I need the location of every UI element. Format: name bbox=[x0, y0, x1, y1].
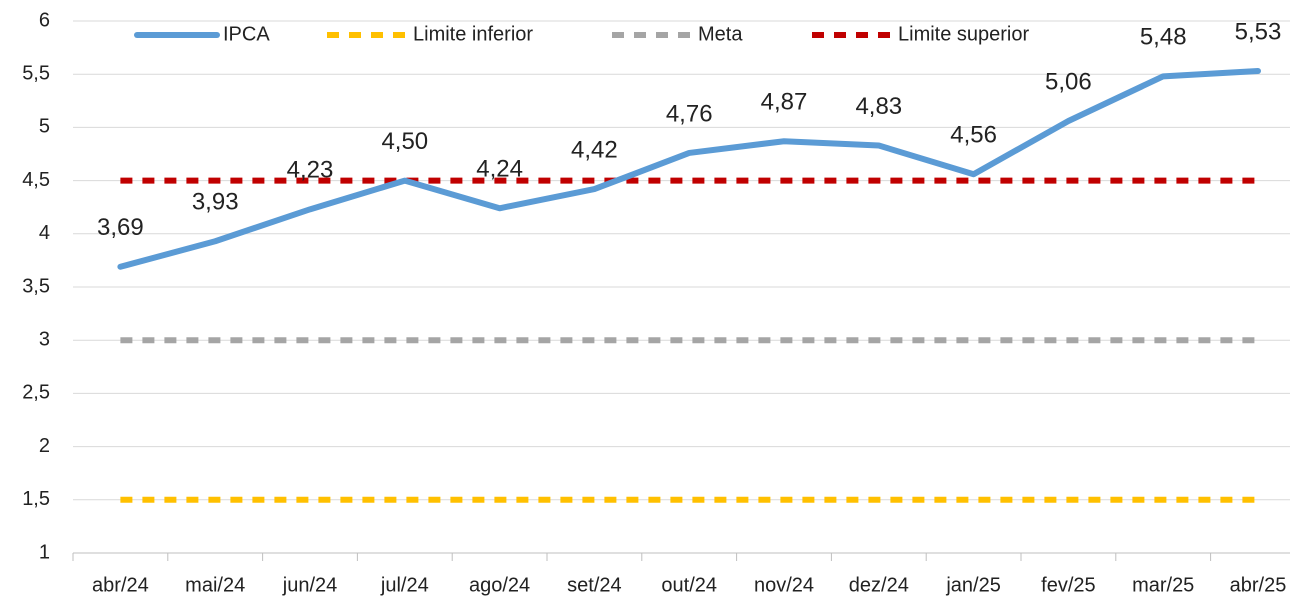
data-label: 4,87 bbox=[761, 89, 808, 116]
y-tick-label: 2,5 bbox=[22, 382, 50, 404]
x-tick-label: out/24 bbox=[661, 574, 717, 596]
data-label: 3,93 bbox=[192, 189, 239, 216]
y-tick-label: 3 bbox=[39, 328, 50, 350]
data-label: 4,76 bbox=[666, 100, 713, 127]
y-tick-label: 4 bbox=[39, 222, 50, 244]
data-label: 4,23 bbox=[287, 157, 334, 184]
y-tick-label: 5 bbox=[39, 116, 50, 138]
y-tick-label: 2 bbox=[39, 435, 50, 457]
legend-label: IPCA bbox=[223, 23, 270, 45]
y-tick-label: 4,5 bbox=[22, 169, 50, 191]
x-tick-label: ago/24 bbox=[469, 574, 530, 596]
x-tick-label: jul/24 bbox=[380, 574, 429, 596]
data-label: 4,56 bbox=[950, 122, 997, 149]
legend-label: Meta bbox=[698, 23, 743, 45]
y-tick-label: 1,5 bbox=[22, 488, 50, 510]
x-tick-label: mar/25 bbox=[1132, 574, 1194, 596]
legend-label: Limite superior bbox=[898, 23, 1030, 45]
x-tick-label: dez/24 bbox=[849, 574, 909, 596]
y-tick-label: 6 bbox=[39, 9, 50, 31]
x-tick-label: mai/24 bbox=[185, 574, 245, 596]
data-label: 5,53 bbox=[1235, 18, 1282, 45]
data-label: 4,83 bbox=[855, 93, 902, 120]
x-tick-label: fev/25 bbox=[1041, 574, 1095, 596]
x-tick-label: abr/24 bbox=[92, 574, 149, 596]
data-label: 5,06 bbox=[1045, 68, 1092, 95]
legend-label: Limite inferior bbox=[413, 23, 533, 45]
x-tick-label: jan/25 bbox=[945, 574, 1001, 596]
y-tick-label: 3,5 bbox=[22, 275, 50, 297]
x-tick-label: abr/25 bbox=[1230, 574, 1287, 596]
x-tick-label: nov/24 bbox=[754, 574, 814, 596]
series-line bbox=[117, 68, 1261, 270]
data-label: 3,69 bbox=[97, 214, 144, 241]
data-label: 5,48 bbox=[1140, 24, 1187, 51]
x-tick-label: set/24 bbox=[567, 574, 621, 596]
data-label: 4,42 bbox=[571, 136, 618, 163]
y-tick-label: 5,5 bbox=[22, 62, 50, 84]
x-tick-label: jun/24 bbox=[282, 574, 338, 596]
data-label: 4,50 bbox=[381, 128, 428, 155]
data-label: 4,24 bbox=[476, 156, 523, 183]
y-tick-label: 1 bbox=[39, 541, 50, 563]
